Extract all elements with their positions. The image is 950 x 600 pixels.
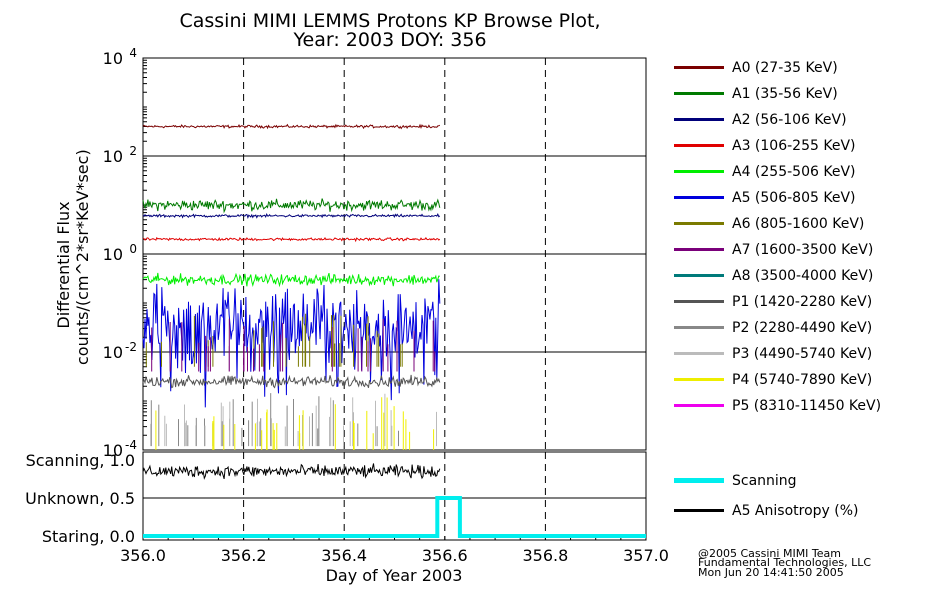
scan-y-tick-label: Staring, 0.0 <box>42 527 135 546</box>
legend-label: P1 (1420-2280 KeV) <box>732 294 873 310</box>
y-tick-label: 10 <box>103 245 123 264</box>
y-axis-label-line1: Differential Flux <box>54 201 73 329</box>
scan-panel-frame <box>142 451 647 541</box>
legend-swatch <box>674 170 724 173</box>
legend-label: P5 (8310-11450 KeV) <box>732 398 882 414</box>
y-tick-label: 10 <box>103 147 123 166</box>
x-tick-label: 356.0 <box>120 546 166 565</box>
flux-trace <box>155 397 435 450</box>
legend-label: A3 (106-255 KeV) <box>732 138 856 154</box>
legend-label: A7 (1600-3500 KeV) <box>732 242 874 258</box>
credit-line-3: Mon Jun 20 14:41:50 2005 <box>698 566 844 579</box>
chart-title-line1: Cassini MIMI LEMMS Protons KP Browse Plo… <box>179 10 601 32</box>
chart-title-line2: Year: 2003 DOY: 356 <box>293 29 487 51</box>
legend-swatch <box>674 248 724 251</box>
legend-swatch <box>674 478 724 483</box>
legend-label: P3 (4490-5740 KeV) <box>732 346 873 362</box>
legend-label: P2 (2280-4490 KeV) <box>732 320 873 336</box>
flux-trace <box>142 123 441 130</box>
legend-swatch <box>674 196 724 199</box>
x-tick-label: 356.6 <box>422 546 468 565</box>
scanning-trace <box>143 496 646 538</box>
anisotropy-trace <box>142 463 441 480</box>
x-tick-label: 357.0 <box>623 546 669 565</box>
legend-swatch <box>674 404 724 407</box>
y-tick-label: 10 <box>103 441 123 460</box>
credit-line-2: Fundamental Technologies, LLC <box>698 556 872 569</box>
legend-swatch <box>674 144 724 147</box>
y-axis-label: Differential Flux counts/(cm^2*sr*KeV*se… <box>54 149 92 365</box>
flux-trace <box>142 279 441 408</box>
x-tick-label: 356.4 <box>321 546 367 565</box>
y-tick-label-exponent: -4 <box>125 438 137 452</box>
y-tick-label-exponent: 0 <box>129 242 137 256</box>
legend-label: A5 (506-805 KeV) <box>732 190 856 206</box>
legend-label: A8 (3500-4000 KeV) <box>732 268 874 284</box>
legend-swatch <box>674 274 724 277</box>
legend-label: A1 (35-56 KeV) <box>732 86 838 102</box>
legend-label: A2 (56-106 KeV) <box>732 112 847 128</box>
legend-label: P4 (5740-7890 KeV) <box>732 372 873 388</box>
y-axis-label-line2: counts/(cm^2*sr*KeV*sec) <box>73 149 92 365</box>
flux-trace <box>142 272 440 288</box>
y-tick-label-exponent: 4 <box>129 46 137 60</box>
x-axis-label: Day of Year 2003 <box>325 566 463 585</box>
legend-swatch <box>674 352 724 355</box>
legend-swatch <box>674 326 724 329</box>
legend-swatch <box>674 66 724 69</box>
legend-swatch <box>674 222 724 225</box>
y-tick-label-exponent: 2 <box>129 144 137 158</box>
y-tick-label: 10 <box>103 49 123 68</box>
legend-swatch <box>674 509 724 512</box>
legend-label: A6 (805-1600 KeV) <box>732 216 865 232</box>
legend-label: A5 Anisotropy (%) <box>732 503 859 519</box>
flux-trace <box>142 212 441 219</box>
legend-swatch <box>674 118 724 121</box>
legend-label: Scanning <box>732 473 797 489</box>
flux-trace <box>142 236 441 243</box>
x-tick-label: 356.8 <box>522 546 568 565</box>
credit-line-1: @2005 Cassini MIMI Team <box>698 547 841 560</box>
legend-swatch <box>674 92 724 95</box>
legend-swatch <box>674 378 724 381</box>
flux-trace <box>142 374 441 389</box>
y-tick-label-exponent: -2 <box>125 340 137 354</box>
legend-label: A4 (255-506 KeV) <box>732 164 856 180</box>
x-tick-label: 356.2 <box>221 546 267 565</box>
scan-y-tick-label: Unknown, 0.5 <box>25 489 135 508</box>
scan-y-tick-label: Scanning, 1.0 <box>26 451 135 470</box>
legend-label: A0 (27-35 KeV) <box>732 60 838 76</box>
flux-trace <box>142 198 441 214</box>
flux-trace <box>151 318 436 372</box>
y-tick-label: 10 <box>103 343 123 362</box>
legend-swatch <box>674 300 724 303</box>
